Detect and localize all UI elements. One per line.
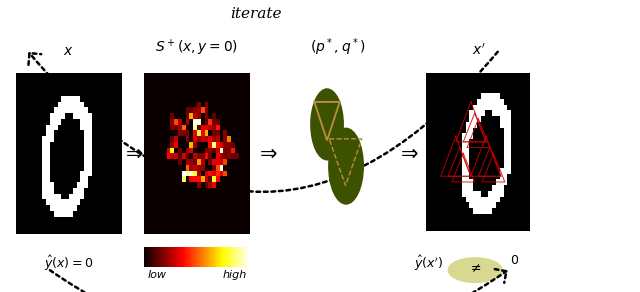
Text: iterate: iterate — [230, 7, 282, 21]
Circle shape — [449, 258, 502, 282]
Ellipse shape — [310, 88, 344, 161]
Text: $\hat{y}(x) = 0$: $\hat{y}(x) = 0$ — [44, 254, 93, 273]
Text: $\Rightarrow$: $\Rightarrow$ — [120, 143, 143, 163]
Ellipse shape — [328, 128, 364, 205]
Text: $(p^*, q^*)$: $(p^*, q^*)$ — [310, 37, 365, 58]
Text: $\Rightarrow$: $\Rightarrow$ — [255, 143, 278, 163]
FancyArrowPatch shape — [28, 52, 498, 192]
Text: high: high — [222, 270, 246, 280]
Text: $\hat{y}(x')$: $\hat{y}(x')$ — [414, 254, 443, 273]
FancyArrowPatch shape — [50, 269, 506, 292]
Text: $\Rightarrow$: $\Rightarrow$ — [396, 143, 419, 163]
Text: $x$: $x$ — [63, 44, 74, 58]
Text: $x'$: $x'$ — [472, 43, 485, 58]
Text: $\neq$: $\neq$ — [468, 262, 482, 275]
Text: low: low — [147, 270, 166, 280]
Text: $S^+(x,y=0)$: $S^+(x,y=0)$ — [156, 38, 238, 58]
Text: $0$: $0$ — [511, 254, 520, 267]
